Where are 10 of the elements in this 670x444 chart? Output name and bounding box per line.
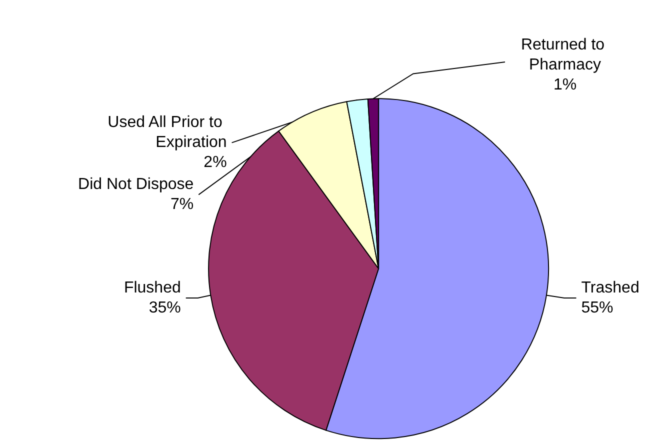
data-label: 7% [170, 196, 194, 214]
data-label: 2% [204, 154, 227, 172]
slice-label: Returned to Pharmacy [520, 36, 610, 74]
slice-label: Did Not Dispose [78, 176, 194, 194]
data-label: 55% [581, 300, 614, 317]
slice-label: Trashed [581, 280, 640, 297]
data-label: 35% [148, 300, 181, 317]
data-label: 1% [553, 76, 577, 94]
slice-label: Used All Prior to Expiration [108, 114, 227, 152]
slice-label: Flushed [124, 280, 181, 297]
